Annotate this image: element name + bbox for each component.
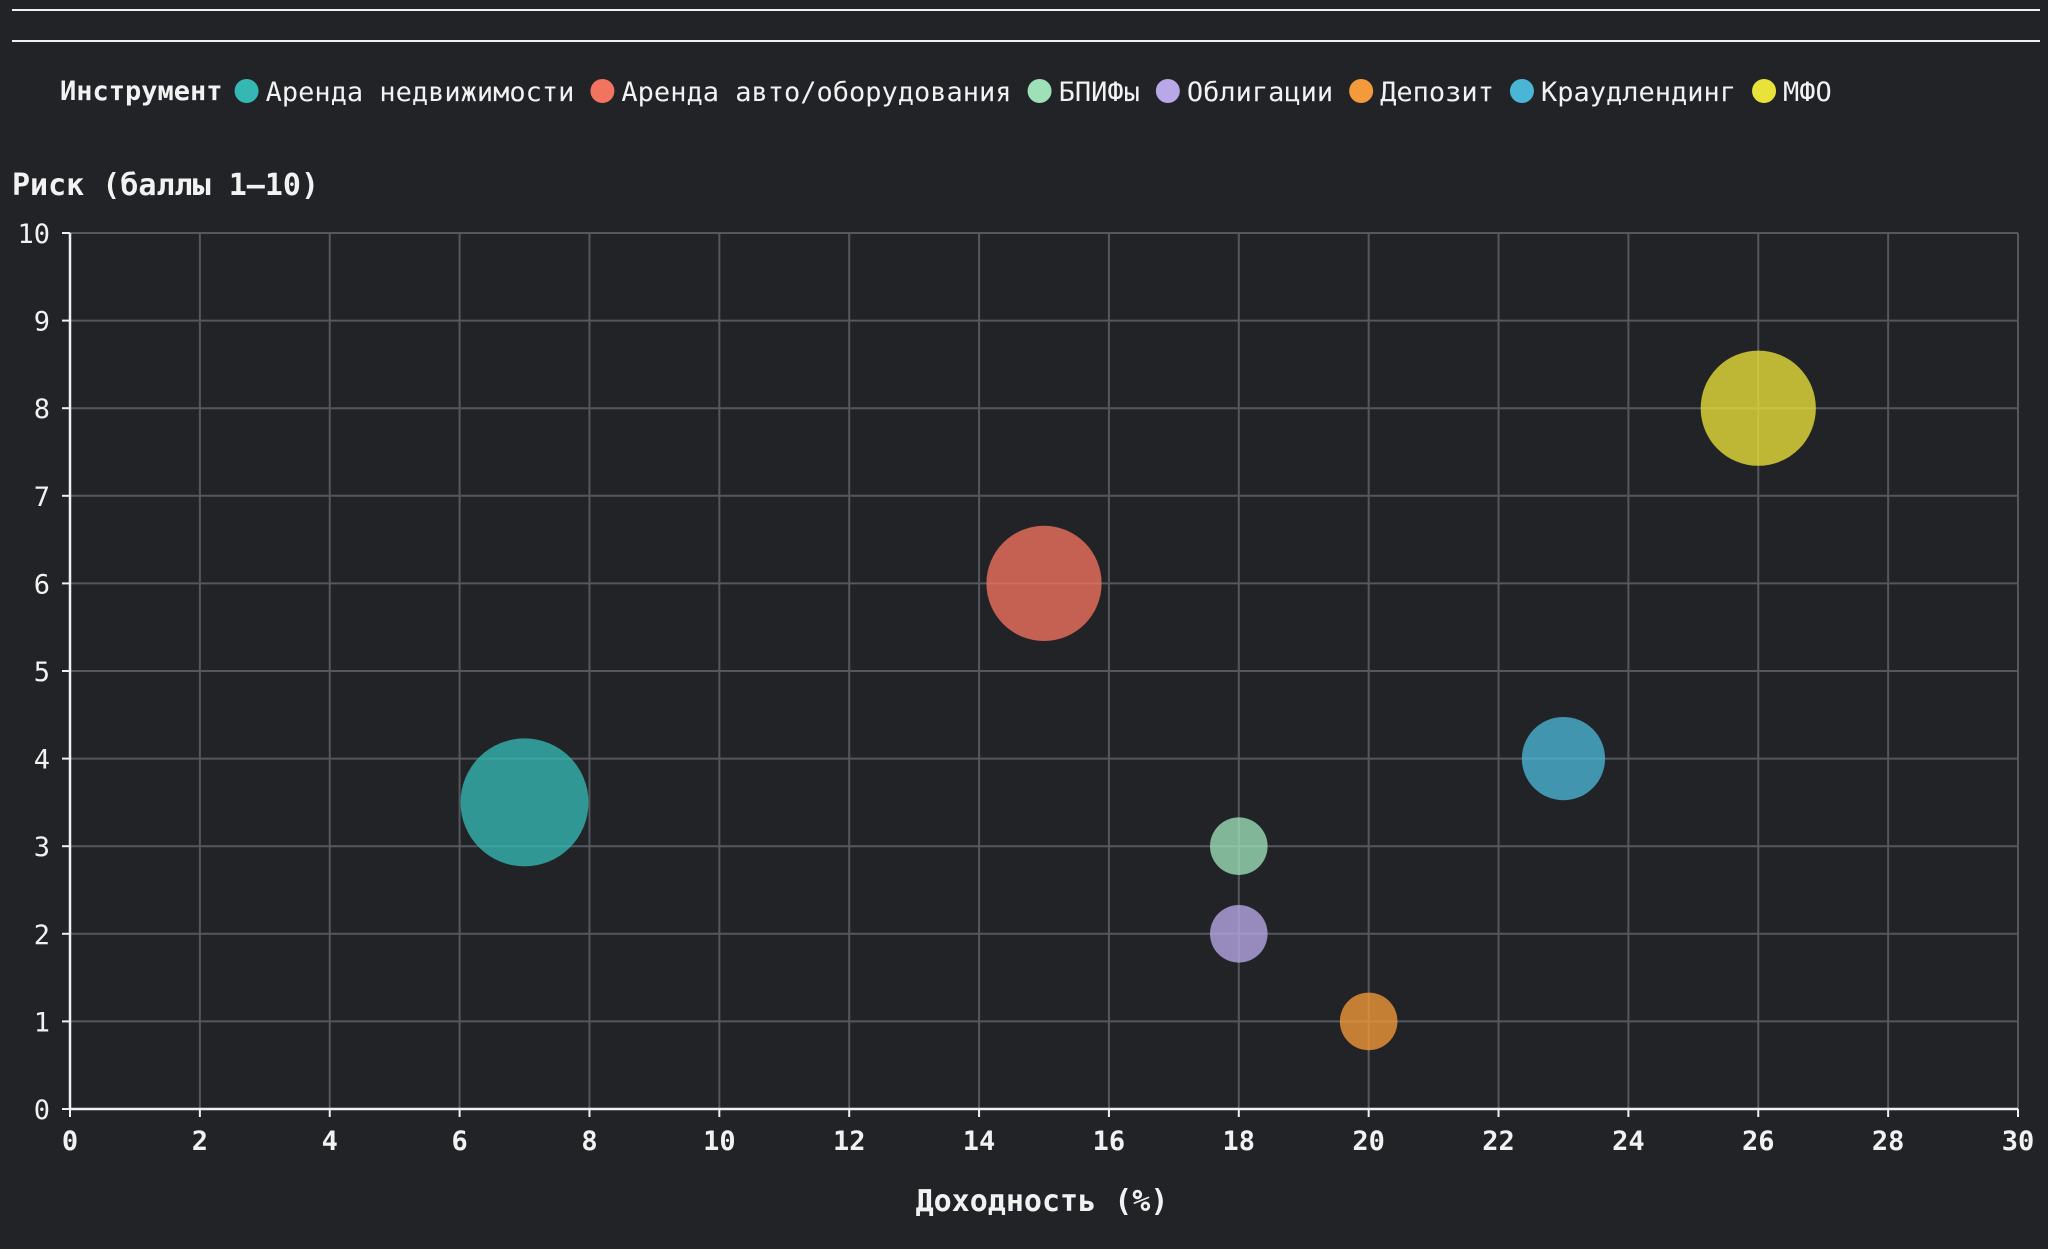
legend-swatch bbox=[1155, 79, 1180, 103]
y-tick-label: 2 bbox=[34, 920, 50, 951]
y-axis-title: Риск (баллы 1–10) bbox=[12, 168, 319, 203]
x-tick-label: 4 bbox=[322, 1126, 338, 1157]
y-tick-label: 0 bbox=[34, 1095, 50, 1126]
x-axis-title: Доходность (%) bbox=[916, 1184, 1169, 1219]
y-tick-label: 4 bbox=[34, 745, 50, 776]
legend-label: БПИФы bbox=[1059, 77, 1140, 108]
data-point bbox=[1210, 817, 1268, 875]
x-tick-label: 28 bbox=[1872, 1126, 1905, 1157]
grid bbox=[70, 232, 2019, 1109]
x-tick-label: 18 bbox=[1223, 1126, 1256, 1157]
y-tick-label: 6 bbox=[34, 569, 50, 600]
data-point bbox=[460, 738, 589, 867]
x-tick-label: 0 bbox=[62, 1126, 78, 1157]
y-tick-label: 10 bbox=[17, 219, 50, 250]
data-point bbox=[1210, 905, 1268, 963]
legend-label: МФО bbox=[1783, 77, 1832, 108]
legend-label: Депозит bbox=[1380, 77, 1494, 108]
y-tick-label: 1 bbox=[34, 1007, 50, 1038]
legend-swatch bbox=[1027, 79, 1052, 103]
x-tick-label: 6 bbox=[451, 1126, 467, 1157]
data-point bbox=[986, 525, 1102, 642]
x-tick-label: 22 bbox=[1482, 1126, 1515, 1157]
y-tick-labels: 0 1 2 3 4 5 6 7 8 9 10 bbox=[17, 219, 70, 1126]
y-tick-label: 5 bbox=[34, 657, 50, 688]
legend-swatch bbox=[1509, 79, 1534, 103]
x-tick-label: 12 bbox=[833, 1126, 866, 1157]
legend-swatch bbox=[234, 79, 259, 103]
x-tick-label: 10 bbox=[703, 1126, 736, 1157]
legend-label: Краудлендинг bbox=[1541, 77, 1736, 108]
legend-title: Инструмент bbox=[60, 76, 223, 107]
y-tick-label: 3 bbox=[34, 832, 50, 863]
legend-swatch bbox=[1349, 79, 1374, 103]
y-tick-label: 8 bbox=[34, 394, 50, 425]
y-tick-label: 7 bbox=[34, 482, 50, 513]
x-tick-label: 26 bbox=[1742, 1126, 1775, 1157]
data-point bbox=[1339, 992, 1398, 1051]
x-tick-label: 14 bbox=[963, 1126, 996, 1157]
legend-label: Облигации bbox=[1187, 77, 1333, 108]
legend-swatch bbox=[590, 79, 615, 103]
data-point bbox=[1700, 350, 1816, 466]
legend-swatch bbox=[1752, 79, 1777, 103]
x-tick-label: 30 bbox=[2002, 1126, 2035, 1157]
x-tick-label: 16 bbox=[1093, 1126, 1126, 1157]
x-tick-label: 24 bbox=[1612, 1126, 1645, 1157]
x-tick-label: 8 bbox=[581, 1126, 597, 1157]
x-tick-labels: 0 2 4 6 8 10 12 14 16 18 20 22 24 26 28 30 bbox=[62, 1109, 2034, 1157]
legend-label: Аренда недвижимости bbox=[266, 77, 575, 108]
x-tick-label: 20 bbox=[1352, 1126, 1385, 1157]
legend: Инструмент Аренда недвижимости Аренда авт… bbox=[60, 76, 1832, 108]
data-point bbox=[1521, 717, 1606, 801]
data-points bbox=[460, 350, 1816, 1051]
legend-label: Аренда авто/оборудования bbox=[621, 77, 1011, 108]
y-tick-label: 9 bbox=[34, 307, 50, 338]
x-tick-label: 2 bbox=[192, 1126, 208, 1157]
